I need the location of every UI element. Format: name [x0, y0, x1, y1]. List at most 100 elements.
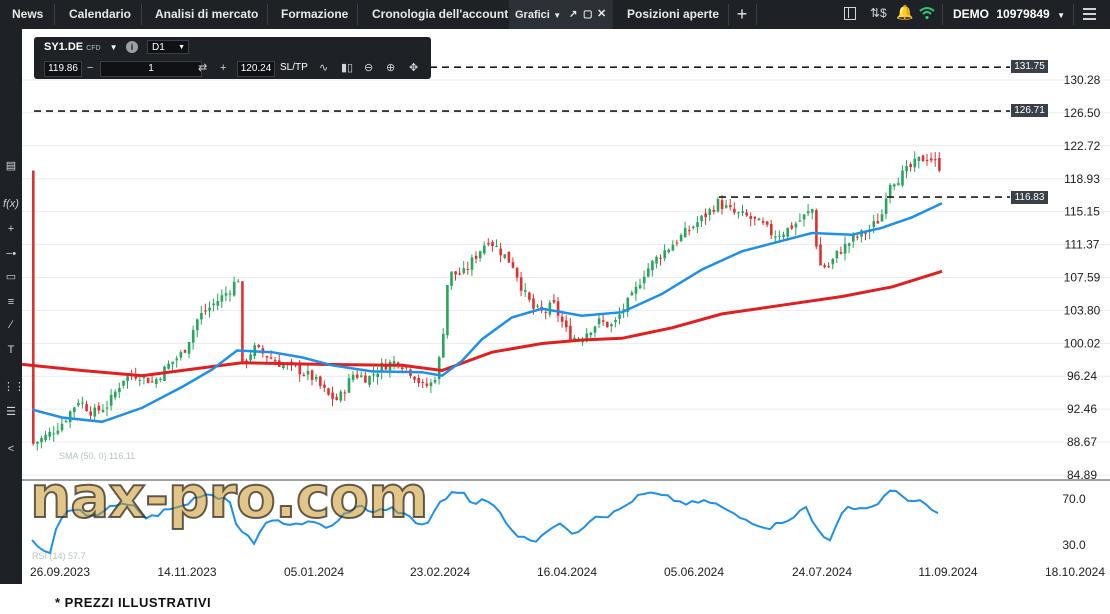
tab-grafici-label: Grafici	[515, 9, 550, 21]
tab-posizioni-aperte[interactable]: Posizioni aperte	[627, 7, 720, 21]
y-tick-label: 100.02	[1064, 336, 1101, 350]
text-tool-icon[interactable]: T	[7, 344, 15, 356]
chevron-down-icon: ▼	[178, 44, 185, 51]
line-tool-icon[interactable]: −•	[5, 248, 17, 260]
candle	[626, 297, 630, 317]
candle	[146, 377, 150, 384]
share-icon[interactable]: <	[7, 443, 15, 455]
candle	[524, 283, 527, 297]
candle	[647, 263, 650, 278]
candle	[519, 271, 523, 297]
candle	[257, 344, 261, 349]
function-icon[interactable]: f(x)	[3, 198, 19, 210]
candle	[302, 372, 306, 377]
candle	[724, 199, 728, 209]
account-selector[interactable]: DEMO 10979849 ▼	[953, 0, 1065, 29]
currency-exchange-icon[interactable]: ⇅$	[870, 6, 887, 20]
candle	[708, 207, 712, 221]
candle	[462, 261, 466, 275]
candle	[351, 370, 355, 383]
channel-tool-icon[interactable]: ∕	[10, 319, 12, 331]
candle	[114, 389, 117, 401]
detach-icon[interactable]: ↗	[569, 9, 578, 20]
chart-area[interactable]: 130.28 126.50 122.72 118.93 115.15 111.37 107.…	[22, 29, 1110, 584]
candle	[511, 257, 515, 269]
candle	[507, 251, 511, 263]
move-icon[interactable]: ✥	[409, 62, 419, 74]
tab-analisi-di-mercato[interactable]: Analisi di mercato	[155, 7, 259, 21]
x-tick-label: 14.11.2023	[157, 565, 216, 579]
quantity-input[interactable]: 1	[100, 61, 202, 77]
candle	[929, 152, 933, 163]
candle	[921, 154, 925, 162]
candle	[97, 402, 101, 414]
tab-divider	[756, 4, 757, 25]
price-label-126-71: 126.71	[1011, 104, 1048, 117]
symbol-type-badge: CFD	[86, 45, 101, 52]
zoom-out-icon[interactable]: ⊖	[364, 62, 374, 74]
chart-toolbar: SY1.DE CFD ▼ i D1 ▼ 119.86 − 1 ⇄ + 120.2…	[34, 37, 431, 79]
info-icon[interactable]: i	[126, 41, 138, 53]
candle	[556, 296, 560, 323]
candle	[417, 374, 420, 388]
fibonacci-tool-icon[interactable]: ≡	[7, 296, 15, 308]
candle	[216, 293, 220, 311]
tab-formazione[interactable]: Formazione	[281, 7, 349, 21]
candle	[483, 241, 486, 256]
candle	[610, 322, 613, 333]
candle	[675, 239, 679, 247]
candle	[634, 281, 638, 301]
plus-button[interactable]: +	[220, 62, 227, 74]
crosshair-icon[interactable]: +	[7, 223, 15, 235]
candle	[499, 242, 502, 263]
indicators-icon[interactable]: ⋮⋮	[3, 381, 25, 393]
candles-icon[interactable]: ▮▯	[341, 62, 354, 74]
bell-icon[interactable]: 🔔	[896, 4, 914, 20]
candle	[159, 377, 162, 383]
candle	[811, 208, 814, 220]
sltp-button[interactable]: SL/TP	[280, 62, 308, 73]
chevron-down-icon: ▼	[109, 43, 118, 52]
chevron-down-icon[interactable]: ▼	[553, 11, 562, 20]
candle	[73, 406, 76, 420]
y-tick-label: 88.67	[1067, 435, 1097, 449]
candle	[175, 355, 179, 368]
symbol-selector[interactable]: SY1.DE CFD ▼	[44, 41, 118, 53]
tab-cronologia-account[interactable]: Cronologia dell'account	[372, 7, 509, 21]
candle	[782, 231, 785, 240]
layout-icon[interactable]	[844, 7, 856, 20]
maximize-icon[interactable]: ▢	[583, 9, 593, 20]
chart-type-icon[interactable]: ▤	[5, 160, 17, 172]
price-chart[interactable]: 130.28 126.50 122.72 118.93 115.15 111.37 107.…	[22, 29, 1110, 584]
line-chart-icon[interactable]: ∿	[319, 62, 329, 74]
candle	[606, 321, 609, 328]
layers-icon[interactable]: ☰	[6, 406, 16, 418]
zoom-in-icon[interactable]: ⊕	[386, 62, 396, 74]
close-icon[interactable]: ✕	[597, 8, 607, 20]
candle	[470, 254, 474, 276]
candle	[392, 355, 396, 370]
tab-divider	[942, 4, 943, 25]
candle	[40, 435, 43, 449]
timeframe-selector[interactable]: D1 ▼	[147, 40, 189, 54]
tab-grafici[interactable]: Grafici ▼ ↗ ▢ ✕	[509, 0, 613, 29]
buy-price[interactable]: 120.24	[237, 61, 275, 77]
rectangle-tool-icon[interactable]: ▭	[5, 271, 17, 283]
tab-news[interactable]: News	[12, 7, 44, 21]
minus-button[interactable]: −	[87, 62, 94, 74]
add-tab-button[interactable]: +	[736, 4, 748, 24]
candle	[478, 250, 482, 262]
watermark: nax-pro.com	[29, 462, 430, 532]
y-tick-label: 96.24	[1067, 369, 1097, 383]
candle	[831, 258, 835, 270]
candle	[630, 290, 634, 296]
sell-price[interactable]: 119.86	[44, 61, 82, 77]
swap-icon[interactable]: ⇄	[198, 62, 208, 74]
candle	[856, 234, 859, 241]
tab-calendario[interactable]: Calendario	[69, 7, 132, 21]
x-tick-label: 23.02.2024	[410, 565, 470, 579]
x-tick-label: 16.04.2024	[537, 565, 597, 579]
hamburger-icon[interactable]	[1083, 8, 1096, 20]
candle	[314, 374, 318, 383]
candle	[917, 156, 921, 169]
